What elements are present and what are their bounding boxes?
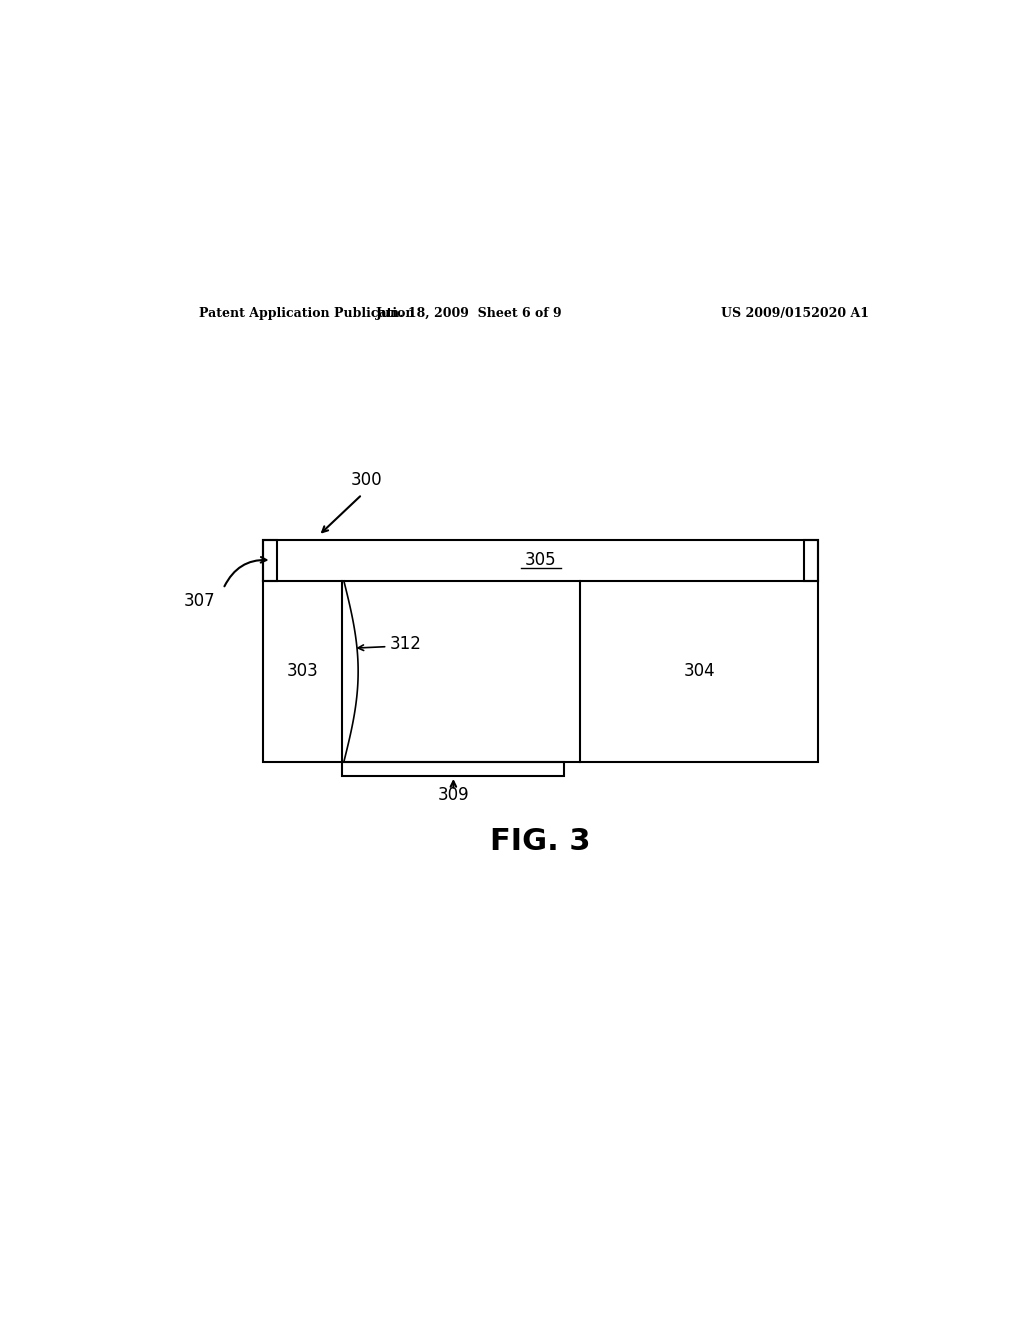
Text: 304: 304 [684, 663, 715, 680]
Text: 305: 305 [525, 552, 556, 569]
Bar [263, 540, 278, 581]
Text: Patent Application Publication: Patent Application Publication [200, 308, 415, 319]
Text: FIG. 3: FIG. 3 [490, 826, 591, 855]
Text: US 2009/0152020 A1: US 2009/0152020 A1 [721, 308, 868, 319]
Bar [342, 762, 564, 776]
Bar [263, 540, 818, 762]
Text: 312: 312 [390, 635, 422, 653]
Text: 307: 307 [183, 591, 215, 610]
Text: 300: 300 [350, 471, 382, 490]
Text: 309: 309 [437, 785, 469, 804]
Text: Jun. 18, 2009  Sheet 6 of 9: Jun. 18, 2009 Sheet 6 of 9 [376, 308, 562, 319]
Bar [804, 540, 818, 581]
Text: 303: 303 [287, 663, 318, 680]
